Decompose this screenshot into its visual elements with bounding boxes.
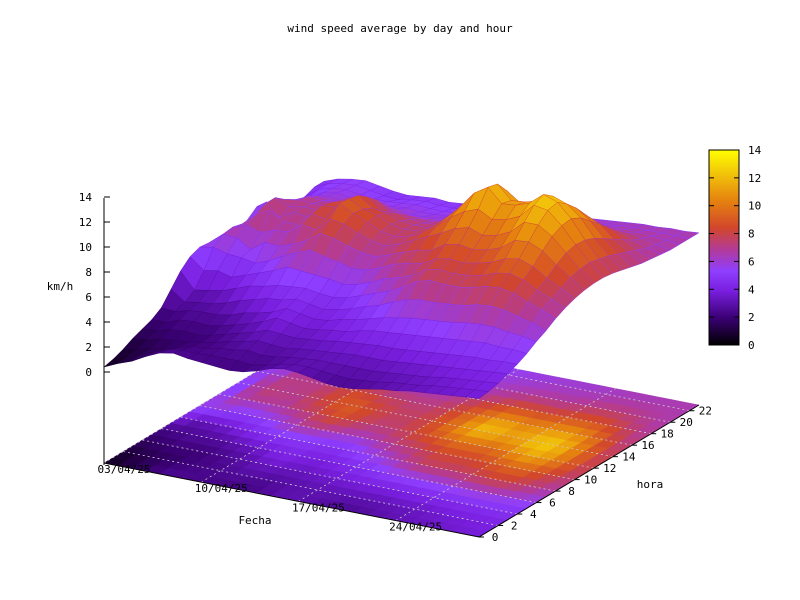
grid-line: [199, 405, 575, 481]
z-tick-label: 10: [79, 241, 92, 254]
y-axis-label: hora: [637, 478, 664, 491]
surface-patch: [464, 389, 490, 399]
grid-line: [161, 428, 537, 503]
chart-title: wind speed average by day and hour: [287, 22, 513, 35]
x-tick-label: 03/04/25: [98, 463, 151, 476]
x-tick-label: 24/04/25: [389, 521, 442, 534]
y-tick-label: 18: [661, 428, 674, 441]
y-tick-label: 14: [622, 451, 636, 464]
y-tick-label: 16: [641, 439, 654, 452]
z-tick-label: 14: [79, 191, 93, 204]
z-tick-label: 2: [85, 341, 92, 354]
x-axis-label: Fecha: [238, 514, 271, 527]
y-tick-label: 6: [549, 497, 556, 510]
x-tick-label: 10/04/25: [195, 482, 248, 495]
grid-line: [123, 451, 499, 526]
colorbar-tick-label: 8: [748, 228, 755, 241]
y-tick-label: 22: [699, 405, 712, 418]
z-axis-ticks: 0 2 4 6 8 10 12 14: [79, 191, 110, 379]
colorbar-ticks: 0 2 4 6 8 10 12 14: [709, 144, 762, 352]
grid-line: [256, 370, 633, 446]
z-tick-label: 12: [79, 216, 92, 229]
grid-line: [237, 382, 613, 458]
z-tick-label: 4: [85, 316, 92, 329]
y-tick-label: 8: [568, 485, 575, 498]
colorbar-tick-label: 12: [748, 172, 761, 185]
x-axis-ticks: 03/04/25 10/04/25 17/04/25 24/04/25: [98, 463, 443, 534]
grid-line: [218, 393, 594, 469]
z-tick-label: 0: [85, 366, 92, 379]
colorbar-tick-label: 0: [748, 339, 755, 352]
z-tick-label: 8: [85, 266, 92, 279]
x-tick-label: 17/04/25: [292, 501, 345, 514]
y-tick-label: 0: [492, 531, 499, 544]
y-tick-label: 12: [603, 462, 616, 475]
y-tick-label: 2: [511, 520, 518, 533]
colorbar-tick-label: 6: [748, 255, 755, 268]
colorbar-tick-label: 4: [748, 283, 755, 296]
wind-surface: [103, 178, 700, 399]
grid-line: [180, 416, 556, 492]
colorbar-tick-label: 2: [748, 311, 755, 324]
y-tick-label: 10: [584, 474, 597, 487]
colorbar-tick-label: 14: [748, 144, 762, 157]
colorbar-tick-label: 10: [748, 200, 761, 213]
z-axis-label: km/h: [47, 280, 74, 293]
grid-line: [142, 439, 518, 515]
y-tick-label: 20: [680, 416, 693, 429]
y-tick-label: 4: [530, 508, 537, 521]
z-tick-label: 6: [85, 291, 92, 304]
colorbar: [708, 149, 740, 346]
